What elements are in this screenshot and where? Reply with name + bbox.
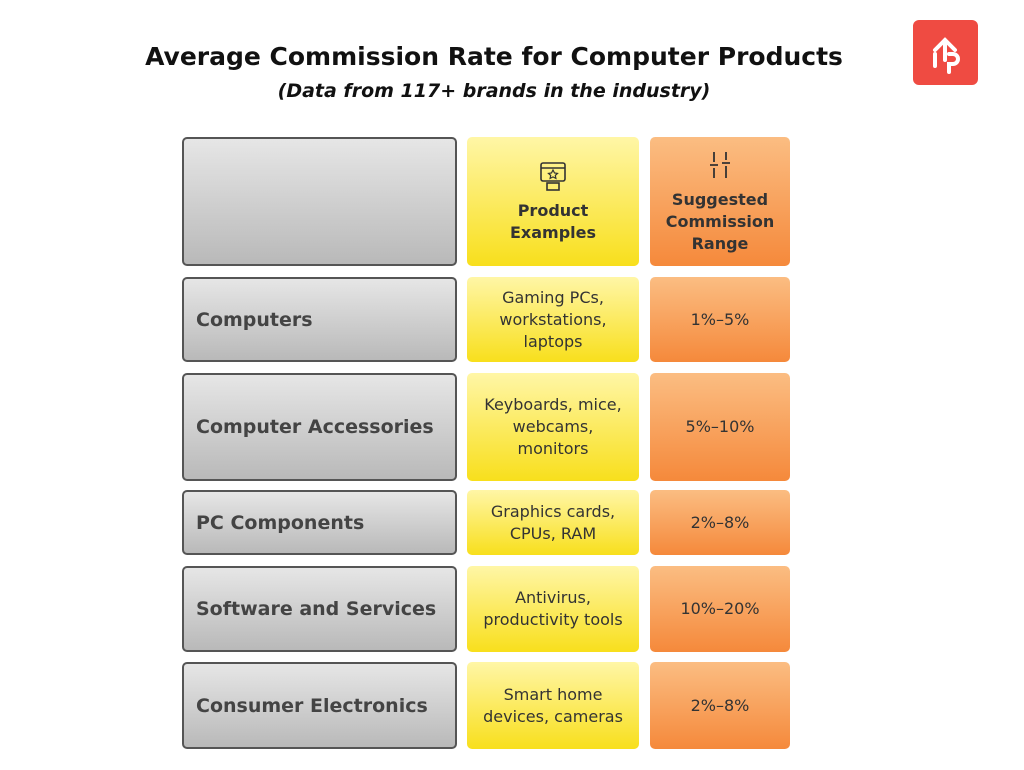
row-examples: Keyboards, mice, webcams, monitors: [467, 373, 639, 481]
row-range: 2%–8%: [650, 490, 790, 555]
title: Average Commission Rate for Computer Pro…: [145, 42, 843, 71]
row-category: PC Components: [182, 490, 457, 555]
range-icon: [710, 151, 730, 178]
row-category: Computer Accessories: [182, 373, 457, 481]
row-range: 1%–5%: [650, 277, 790, 362]
row-examples: Antivirus, productivity tools: [467, 566, 639, 652]
row-category: Software and Services: [182, 566, 457, 652]
row-category: Consumer Electronics: [182, 662, 457, 749]
subtitle: (Data from 117+ brands in the industry): [277, 80, 711, 102]
row-examples: Smart home devices, cameras: [467, 662, 639, 749]
header-range: Suggested Commission Range: [650, 137, 790, 266]
logo: [913, 20, 978, 85]
row-category: Computers: [182, 277, 457, 362]
row-examples: Graphics cards, CPUs, RAM: [467, 490, 639, 555]
row-range: 2%–8%: [650, 662, 790, 749]
logo-icon: [933, 37, 960, 74]
header-examples: Product Examples: [467, 137, 639, 266]
row-examples: Gaming PCs, workstations, laptops: [467, 277, 639, 362]
row-range: 5%–10%: [650, 373, 790, 481]
header-text: Product Examples: [509, 200, 597, 242]
row-range: 10%–20%: [650, 566, 790, 652]
header-blank: [182, 137, 457, 266]
header-text: Suggested Commission Range: [665, 189, 775, 253]
examples-icon: [540, 161, 566, 191]
